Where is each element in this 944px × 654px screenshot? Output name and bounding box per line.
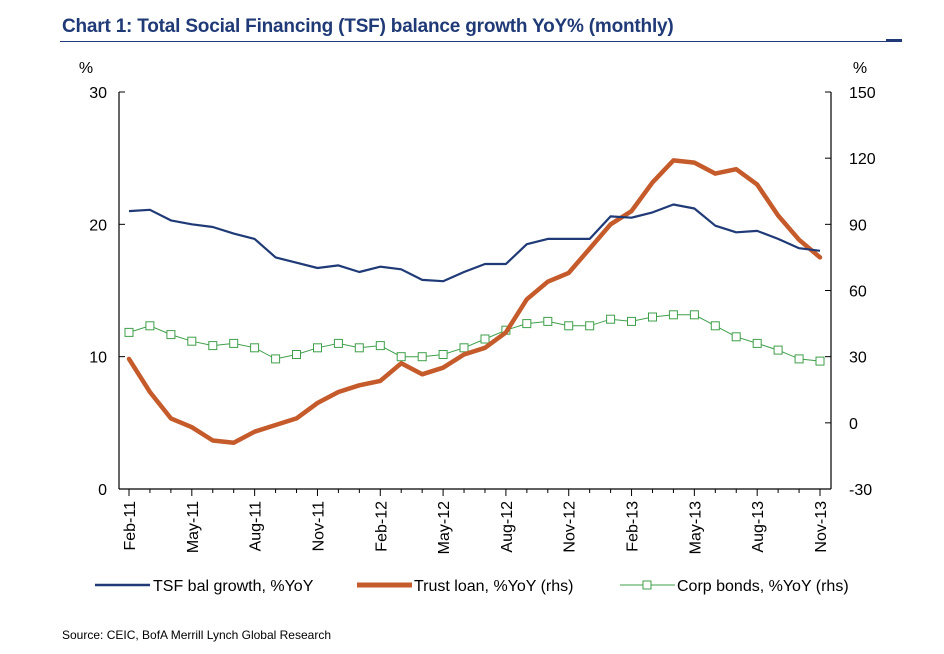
corp-bonds-marker (124, 327, 134, 337)
x-tick-label: May-11 (185, 501, 202, 553)
corp-bonds-marker (459, 343, 469, 353)
corp-bonds-marker (480, 334, 490, 344)
corp-bonds-marker (229, 338, 239, 348)
right-tick-label: 60 (849, 284, 867, 301)
trust-loan-line (126, 158, 823, 445)
x-tick-label: Aug-12 (499, 501, 516, 553)
left-tick-label: 30 (89, 85, 107, 102)
corp-bonds-marker (710, 321, 720, 331)
corp-bonds-marker (648, 312, 657, 322)
corp-bonds-marker (564, 321, 574, 331)
corp-bonds-marker (396, 352, 406, 362)
corp-bonds-marker (752, 338, 762, 348)
corp-bonds-marker (250, 343, 260, 353)
right-tick-label: 30 (849, 350, 867, 367)
left-tick-label: 0 (98, 482, 107, 499)
corp-bonds-marker (145, 321, 155, 331)
title-underline (60, 41, 902, 42)
axes: 0 10 20 30 -30 0 30 60 90 120 150 Feb-11 May-11 Aug-1… (89, 85, 876, 554)
x-tick-label: Aug-11 (248, 501, 265, 552)
legend-bonds-marker (642, 580, 652, 590)
x-tick-label: Nov-13 (813, 501, 830, 553)
source-note: Source: CEIC, BofA Merrill Lynch Global … (62, 628, 331, 642)
corp-bonds-marker (522, 319, 532, 329)
left-tick-label: 20 (89, 217, 107, 234)
corp-bonds-marker (689, 310, 699, 320)
legend-bonds-label: Corp bonds, %YoY (rhs) (677, 578, 849, 595)
right-tick-label: 90 (849, 217, 867, 234)
corp-bonds-marker (543, 316, 553, 326)
chart-title: Chart 1: Total Social Financing (TSF) ba… (62, 16, 674, 37)
legend-tsf-label: TSF bal growth, %YoY (153, 578, 314, 595)
corp-bonds-marker (794, 354, 804, 364)
corp-bonds-marker (166, 330, 176, 340)
corp-bonds-marker (292, 350, 301, 359)
corp-bonds-marker (731, 332, 741, 342)
x-tick-label: Feb-13 (625, 501, 642, 552)
right-axis-unit-label: % (853, 60, 867, 77)
corp-bonds-marker (585, 321, 595, 331)
x-tick-label: May-12 (436, 501, 453, 554)
corp-bonds-line (128, 314, 821, 362)
series-layer (124, 158, 825, 445)
x-tick-label: Feb-11 (122, 501, 139, 551)
corp-bonds-marker (313, 343, 322, 353)
tsf-growth-line (128, 203, 821, 283)
corp-bonds-marker (606, 314, 616, 324)
x-tick-label: Nov-11 (310, 501, 327, 551)
corp-bonds-marker (438, 350, 448, 359)
corp-bonds-marker (333, 338, 343, 348)
x-tick-label: May-13 (687, 501, 704, 554)
corp-bonds-marker (668, 310, 678, 320)
left-axis-unit-label: % (79, 60, 93, 77)
corp-bonds-marker (773, 345, 783, 355)
legend-trust-label: Trust loan, %YoY (rhs) (414, 578, 573, 595)
title-underline-accent (886, 39, 902, 42)
corp-bonds-marker (627, 316, 636, 326)
x-tick-label: Aug-13 (750, 501, 767, 553)
x-tick-label: Nov-12 (562, 501, 579, 553)
corp-bonds-marker (354, 343, 364, 353)
right-tick-label: 150 (849, 85, 876, 102)
corp-bonds-marker (208, 341, 218, 351)
left-tick-label: 10 (89, 350, 107, 367)
corp-bonds-marker (271, 354, 281, 364)
right-tick-label: 120 (849, 151, 876, 168)
corp-bonds-marker (375, 341, 385, 351)
corp-bonds-marker (417, 352, 427, 362)
right-tick-label: -30 (849, 482, 872, 499)
corp-bonds-marker (815, 356, 825, 366)
legend: TSF bal growth, %YoY Trust loan, %YoY (rh… (95, 578, 849, 595)
right-tick-label: 0 (849, 416, 858, 433)
x-tick-label: Feb-12 (373, 501, 390, 552)
corp-bonds-marker (187, 336, 197, 346)
